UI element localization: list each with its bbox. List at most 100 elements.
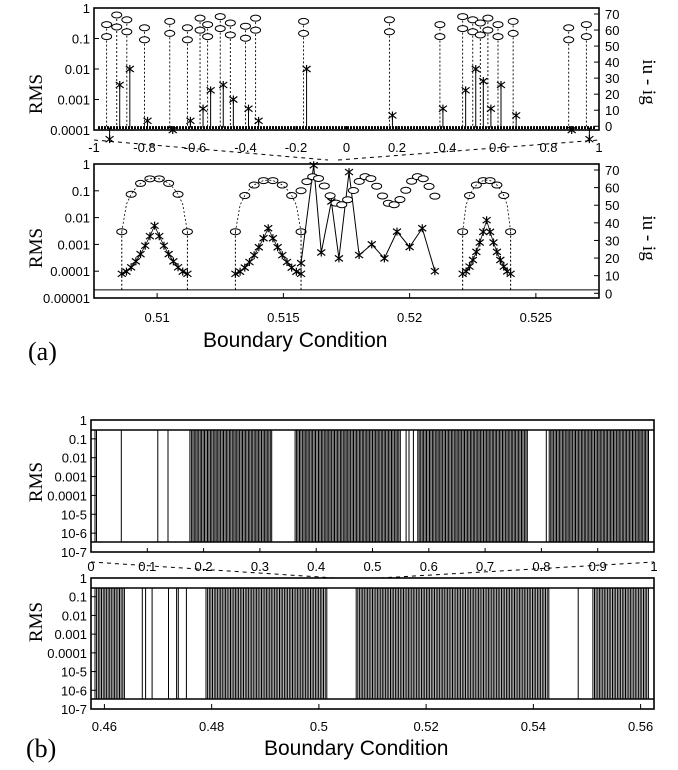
a-top-iu-marker bbox=[214, 25, 226, 33]
a-bot-x-tick-label: 0.51 bbox=[144, 310, 169, 325]
a-bot-y-right-tick-label: 10 bbox=[605, 269, 619, 284]
a-top-rms-marker bbox=[186, 116, 195, 125]
a-top-iu-marker bbox=[250, 26, 262, 34]
a-top-y-right-tick-label: 0 bbox=[605, 119, 612, 134]
a-top-iu-marker bbox=[111, 23, 123, 31]
a-top-rms-marker bbox=[228, 95, 238, 104]
a-bot-y-right-tick-label: 40 bbox=[605, 216, 619, 231]
a-top-rms-marker bbox=[478, 77, 488, 86]
panel-b-bottom-frame bbox=[90, 577, 655, 710]
a-top-iu-marker bbox=[139, 24, 150, 32]
b-top-x-tick-label: 0.3 bbox=[251, 559, 269, 574]
a-top-iu-marker bbox=[507, 17, 519, 25]
a-top-iu-marker bbox=[434, 33, 446, 41]
a-top-iu-marker bbox=[467, 28, 479, 36]
b-top-y-tick-label: 10-5 bbox=[61, 507, 87, 522]
a-top-rms-marker bbox=[143, 116, 152, 125]
a-bot-chaos-iu-marker bbox=[301, 178, 313, 186]
a-top-iu-marker bbox=[250, 14, 262, 22]
a-top-iu-marker bbox=[240, 34, 251, 42]
a-top-rms-marker bbox=[198, 104, 208, 113]
a-top-iu-marker bbox=[383, 28, 395, 36]
b-top-x-tick-label: 0.6 bbox=[420, 559, 438, 574]
b-bot-rms-signal bbox=[94, 588, 649, 699]
a-top-iu-marker bbox=[492, 21, 504, 29]
b-bot-y-tick-label: 10-6 bbox=[61, 683, 87, 698]
a-bot-iu-marker bbox=[125, 190, 137, 198]
a-bot-x-tick-label: 0.52 bbox=[397, 310, 422, 325]
b-top-y-tick-label: 0.01 bbox=[62, 451, 87, 466]
a-bot-y-right-tick-label: 60 bbox=[605, 181, 619, 196]
a-bot-rms-curve bbox=[235, 227, 302, 275]
a-bot-chaos-iu-marker bbox=[365, 175, 377, 183]
a-top-iu-marker bbox=[194, 26, 206, 34]
b-top-x-tick-label: 0.7 bbox=[476, 559, 494, 574]
b-top-y-tick-label: 1 bbox=[80, 413, 87, 428]
b-bot-y-tick-label: 10-7 bbox=[61, 702, 87, 717]
a-bot-chaos-iu-marker bbox=[295, 187, 307, 195]
y-axis-label-right-a-bottom: iu - ig bbox=[638, 215, 659, 261]
a-bot-y-tick-label: 0.00001 bbox=[43, 291, 90, 306]
a-bot-y-right-tick-label: 70 bbox=[605, 163, 619, 178]
a-top-x-tick-label: -1 bbox=[88, 140, 100, 155]
a-bot-y-tick-label: 1 bbox=[83, 157, 90, 172]
b-top-x-tick-label: 0.1 bbox=[138, 559, 156, 574]
a-top-iu-marker bbox=[164, 29, 176, 37]
a-bot-iu-marker bbox=[144, 175, 156, 183]
a-top-rms-marker bbox=[168, 126, 178, 134]
y-axis-label-right-a-top: iu - ig bbox=[638, 59, 659, 105]
a-top-iu-marker bbox=[298, 29, 310, 37]
a-top-y-right-tick-label: 50 bbox=[605, 39, 619, 54]
b-top-y-tick-label: 0.1 bbox=[69, 432, 87, 447]
b-bot-y-tick-label: 1 bbox=[80, 571, 87, 586]
a-top-y-tick-label: 0.01 bbox=[65, 62, 90, 77]
a-top-iu-marker bbox=[139, 36, 150, 44]
a-top-y-tick-label: 1 bbox=[83, 1, 90, 16]
a-bot-iu-curve bbox=[235, 179, 302, 232]
b-bot-y-tick-label: 0.01 bbox=[62, 608, 87, 623]
a-bot-y-tick-label: 0.0001 bbox=[50, 264, 90, 279]
b-bot-y-tick-label: 0.0001 bbox=[47, 646, 87, 661]
b-bot-x-tick-label: 0.54 bbox=[521, 719, 546, 734]
b-top-x-tick-label: 0.2 bbox=[195, 559, 213, 574]
a-top-y-right-tick-label: 30 bbox=[605, 71, 619, 86]
y-axis-label-a-bottom: RMS bbox=[26, 228, 47, 268]
a-bot-chaos-iu-marker bbox=[377, 192, 389, 200]
a-top-y-right-tick-label: 40 bbox=[605, 55, 619, 70]
a-bot-iu-curve bbox=[121, 177, 188, 232]
a-top-rms-marker bbox=[302, 65, 311, 73]
a-top-y-right-tick-label: 60 bbox=[605, 23, 619, 38]
a-top-rms-marker bbox=[218, 80, 228, 89]
a-bot-chaos-iu-marker bbox=[394, 196, 406, 204]
a-bot-iu-marker bbox=[276, 181, 288, 189]
a-top-iu-marker bbox=[224, 31, 236, 39]
a-top-rms-marker bbox=[585, 135, 594, 144]
a-top-iu-marker bbox=[434, 21, 446, 29]
a-bot-chaos-iu-marker bbox=[324, 192, 336, 200]
a-bot-y-right-tick-label: 30 bbox=[605, 233, 619, 248]
a-top-x-tick-label: -0.8 bbox=[133, 140, 155, 155]
a-top-y-tick-label: 0.0001 bbox=[50, 123, 90, 138]
a-top-iu-marker bbox=[298, 17, 310, 25]
b-bot-x-tick-label: 0.52 bbox=[413, 719, 438, 734]
b-bot-y-tick-label: 0.1 bbox=[69, 590, 87, 605]
a-top-iu-marker bbox=[507, 29, 519, 37]
b-top-y-tick-label: 10-6 bbox=[61, 526, 87, 541]
a-bot-rms-curve bbox=[121, 224, 188, 275]
a-top-iu-marker bbox=[383, 16, 395, 24]
a-top-iu-marker bbox=[111, 11, 123, 19]
a-bot-chaos-iu-marker bbox=[400, 186, 412, 194]
a-top-iu-marker bbox=[194, 14, 206, 22]
y-axis-label-a-top: RMS bbox=[26, 74, 47, 114]
panel-label-b: (b) bbox=[26, 734, 56, 763]
a-top-iu-marker bbox=[240, 22, 251, 30]
a-top-rms-marker bbox=[388, 111, 397, 120]
a-top-x-tick-label: 0.4 bbox=[438, 140, 456, 155]
a-bot-y-right-tick-label: 20 bbox=[605, 251, 619, 266]
a-top-rms-marker bbox=[461, 86, 471, 95]
a-top-x-tick-label: 1 bbox=[595, 140, 602, 155]
a-top-rms-marker bbox=[471, 65, 481, 73]
a-bot-chaos-iu-marker bbox=[417, 175, 429, 183]
a-top-iu-marker bbox=[580, 33, 592, 41]
a-top-x-tick-label: 0.2 bbox=[388, 140, 406, 155]
